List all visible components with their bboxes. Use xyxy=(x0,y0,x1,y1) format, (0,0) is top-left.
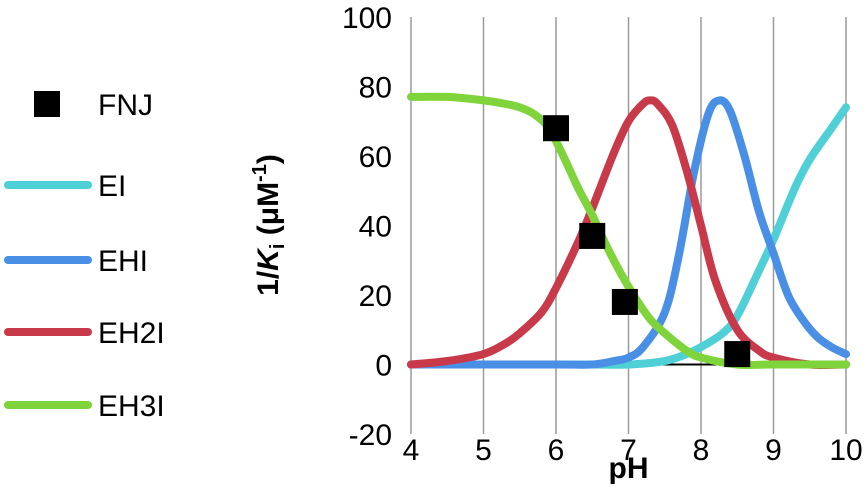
x-tick-label: 7 xyxy=(620,434,637,467)
x-tick-label: 5 xyxy=(475,434,492,467)
legend-item-fnj: FNJ xyxy=(34,89,153,122)
legend-label-ei: EI xyxy=(98,170,126,203)
x-axis-title: pH xyxy=(609,452,649,485)
legend-marker-fnj xyxy=(34,91,60,117)
legend-label-eh3i: EH3I xyxy=(98,390,165,423)
data-point-fnj xyxy=(579,222,606,249)
y-tick-label: 100 xyxy=(342,2,392,35)
legend-label-eh2i: EH2I xyxy=(98,317,165,350)
legend-item-ei: EI xyxy=(4,170,126,203)
x-tick-label: 6 xyxy=(548,434,565,467)
tick-labels: 4 5 6 7 8 9 10 -20 0 20 40 60 80 100 xyxy=(342,2,863,467)
y-axis-title: 1/Ki (μM-1) xyxy=(249,154,289,296)
x-tick-label: 9 xyxy=(765,434,782,467)
y-axis-title-subscript: i xyxy=(267,244,289,250)
legend-label-fnj: FNJ xyxy=(98,89,153,122)
y-axis-title-symbol: K xyxy=(252,247,285,271)
marker-layer xyxy=(543,115,751,368)
series-line-ehi xyxy=(407,96,850,369)
data-point-fnj xyxy=(724,341,751,368)
legend-item-eh3i: EH3I xyxy=(4,390,165,423)
data-point-fnj xyxy=(611,288,638,315)
y-tick-label: 40 xyxy=(359,211,392,244)
legend: FNJ EI EHI EH2I EH3I xyxy=(4,89,165,423)
y-axis-title-superscript: -1 xyxy=(249,164,271,182)
y-axis-title-prefix: 1/ xyxy=(252,270,285,296)
legend-label-ehi: EHI xyxy=(98,245,148,278)
y-tick-label: 80 xyxy=(359,72,392,105)
x-tick-label: 4 xyxy=(403,434,420,467)
y-tick-label: 0 xyxy=(375,350,392,383)
legend-item-ehi: EHI xyxy=(4,245,148,278)
x-tick-label: 10 xyxy=(829,434,862,467)
legend-item-eh2i: EH2I xyxy=(4,317,165,350)
y-axis-title-unit: (μM xyxy=(252,182,285,244)
y-tick-label: -20 xyxy=(349,419,392,452)
y-tick-label: 60 xyxy=(359,141,392,174)
x-tick-label: 8 xyxy=(693,434,710,467)
y-axis-title-close: ) xyxy=(252,154,285,164)
y-tick-label: 20 xyxy=(359,280,392,313)
data-point-fnj xyxy=(543,115,569,142)
series-line-eh2i xyxy=(407,96,850,370)
